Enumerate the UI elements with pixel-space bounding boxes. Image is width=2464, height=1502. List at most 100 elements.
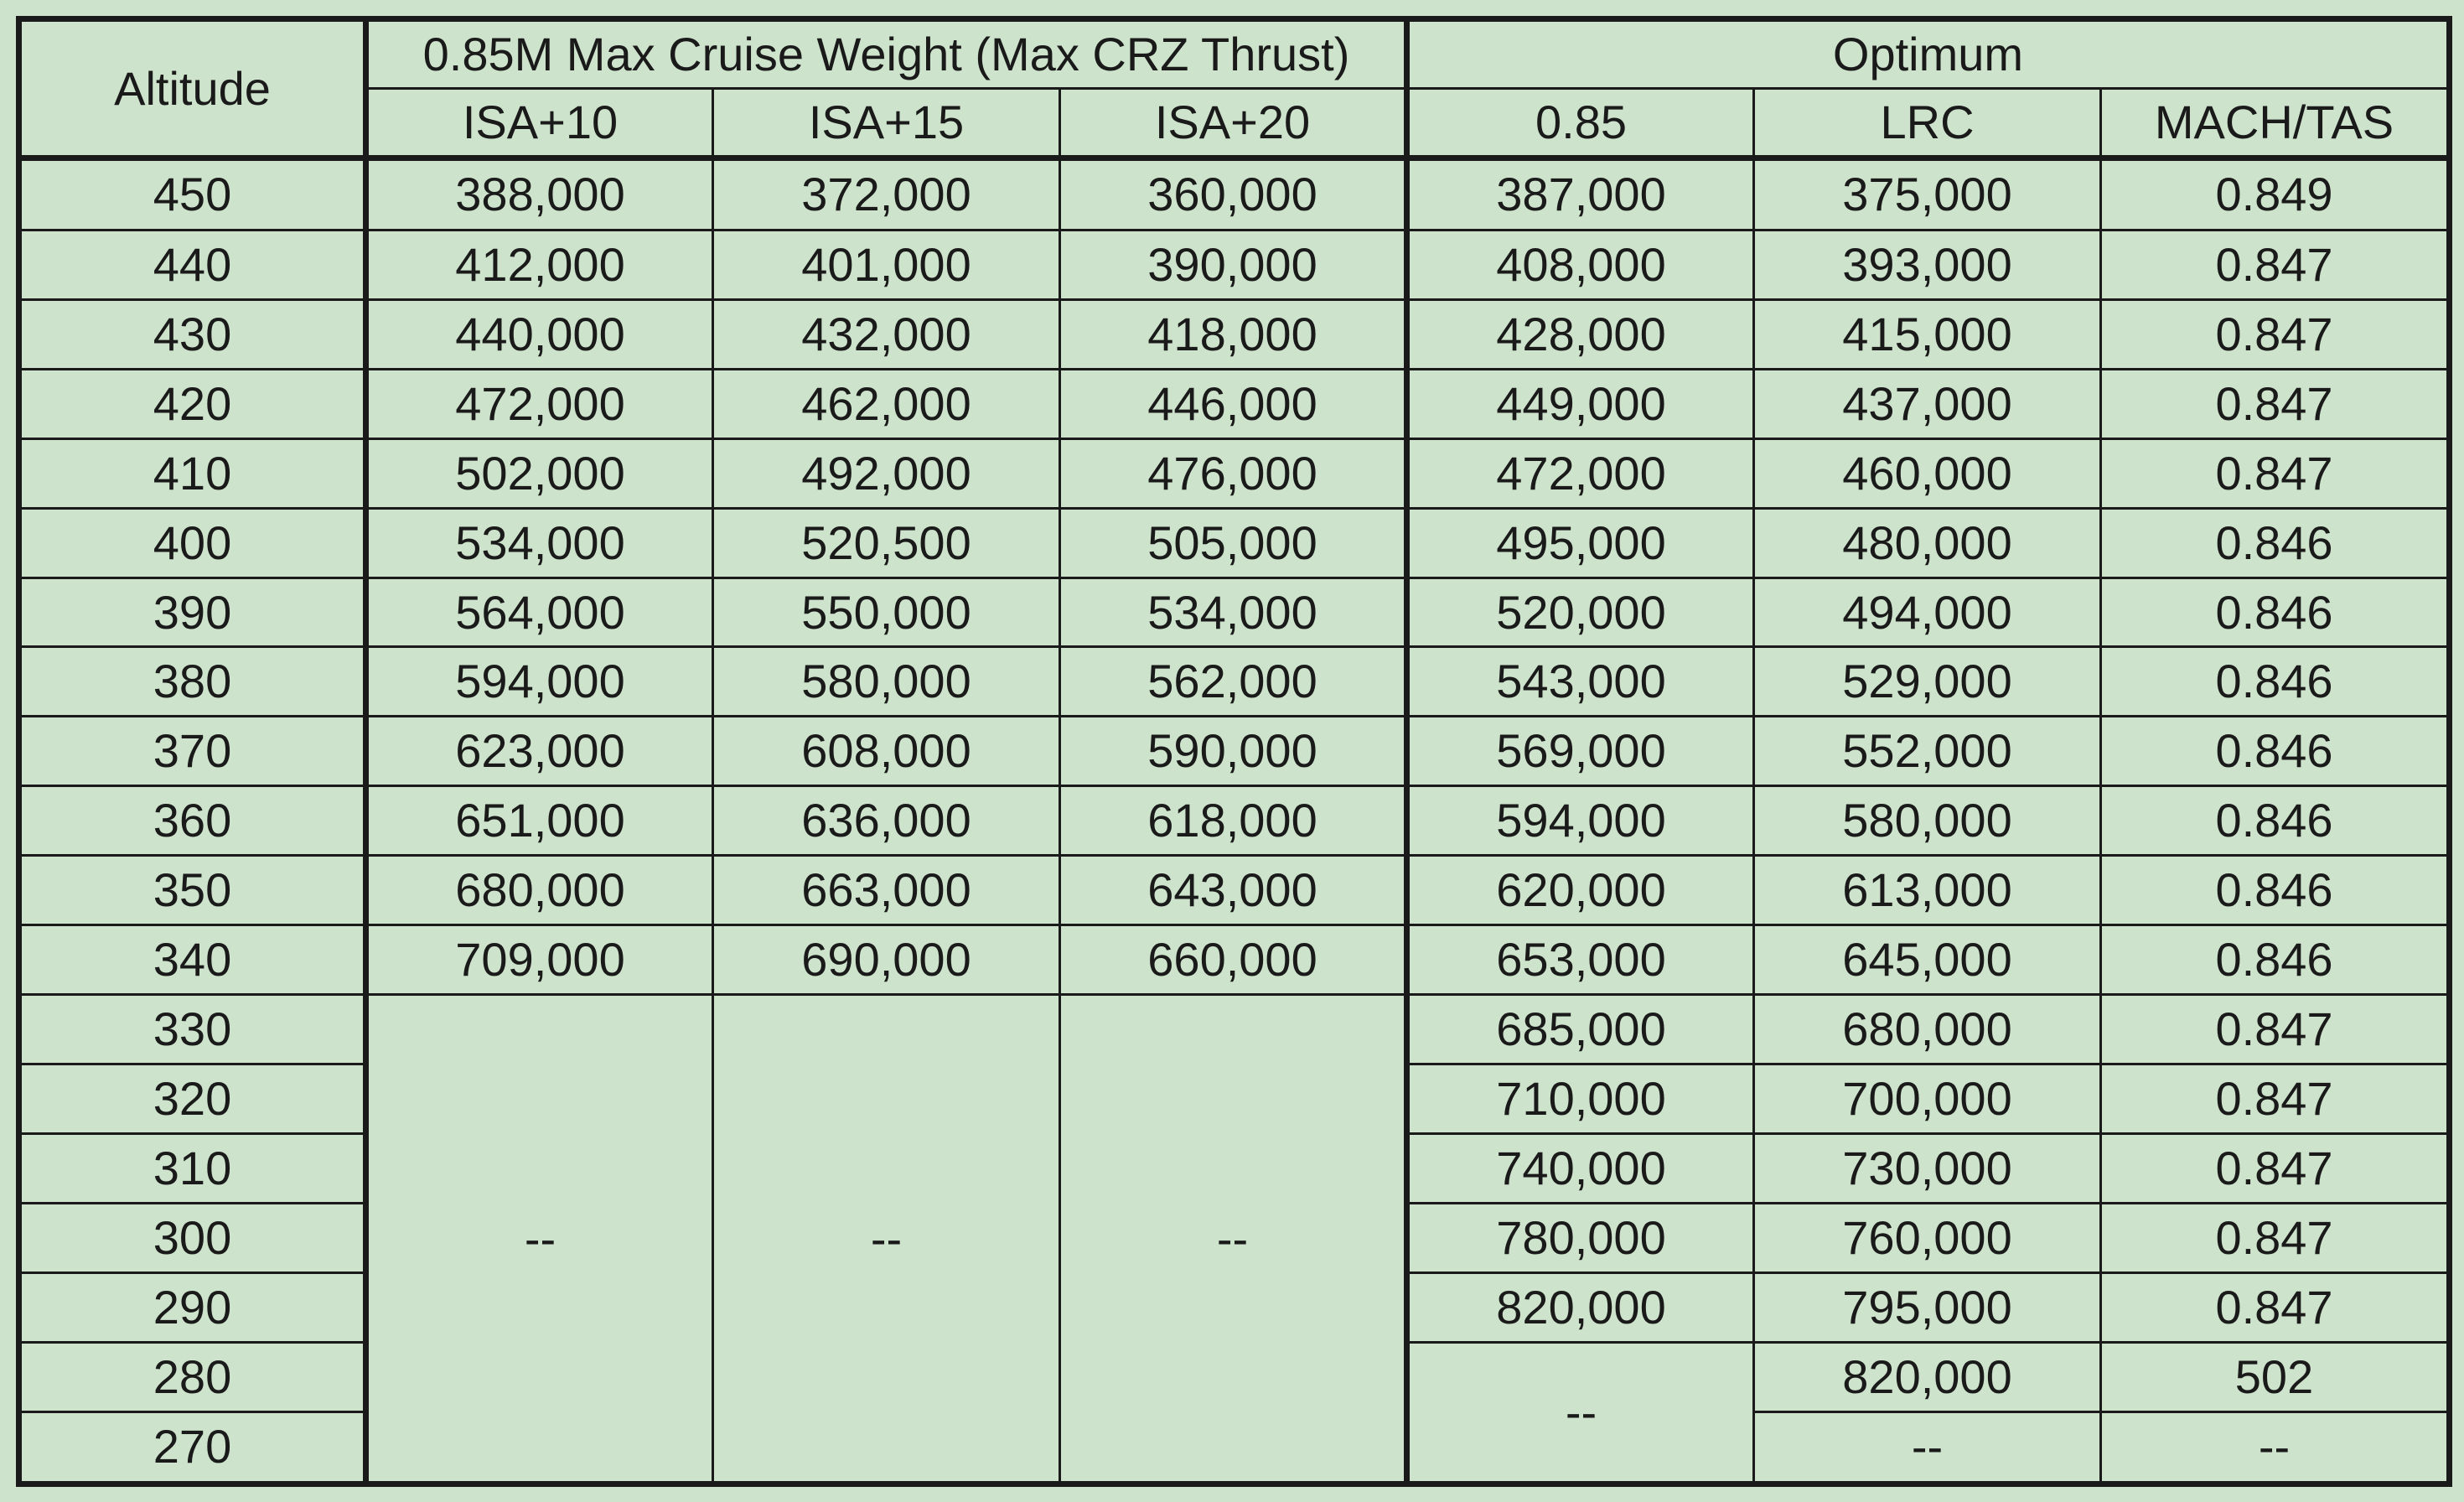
altitude-header: Altitude	[16, 16, 369, 161]
isa20-merged-dash-cell: --	[1059, 993, 1410, 1487]
mach-tas-cell: 0.849	[2099, 157, 2453, 231]
isa20-cell: 446,000	[1059, 367, 1410, 440]
table-row: 410 502,000 492,000 476,000 472,000 460,…	[16, 437, 2453, 510]
table-row: 280 -- 820,000 502	[16, 1341, 2453, 1487]
mach-tas-cell: 0.847	[2099, 993, 2453, 1066]
mach-tas-cell: 0.847	[2099, 1063, 2453, 1136]
isa20-cell: 618,000	[1059, 785, 1410, 857]
lrc-cell: 415,000	[1752, 298, 2102, 370]
altitude-cell: 380	[16, 645, 369, 718]
isa10-cell: 564,000	[365, 576, 714, 649]
altitude-cell: 350	[16, 854, 369, 927]
isa20-cell: 418,000	[1059, 298, 1410, 370]
isa10-cell: 440,000	[365, 298, 714, 370]
table-row: 310 740,000 730,000 0.847	[16, 1132, 2453, 1205]
lrc-cell: 460,000	[1752, 437, 2102, 510]
lrc-cell: 393,000	[1752, 228, 2102, 301]
optimum-085-cell: 620,000	[1405, 854, 1755, 927]
isa15-cell: 608,000	[712, 715, 1061, 788]
isa10-cell: 623,000	[365, 715, 714, 788]
isa20-cell: 390,000	[1059, 228, 1410, 301]
table-row: 420 472,000 462,000 446,000 449,000 437,…	[16, 367, 2453, 440]
optimum-085-header: 0.85	[1405, 87, 1755, 161]
mach-tas-cell: 0.846	[2099, 506, 2453, 579]
mach-tas-cell: 0.847	[2099, 298, 2453, 370]
isa20-cell: 534,000	[1059, 576, 1410, 649]
lrc-cell: 613,000	[1752, 854, 2102, 927]
mach-tas-cell: 0.846	[2099, 715, 2453, 788]
lrc-cell: 820,000	[1752, 1341, 2102, 1413]
table-row: 350 680,000 663,000 643,000 620,000 613,…	[16, 854, 2453, 927]
lrc-cell: 552,000	[1752, 715, 2102, 788]
mach-tas-cell: 0.846	[2099, 924, 2453, 997]
lrc-cell: 700,000	[1752, 1063, 2102, 1136]
optimum-085-cell: 594,000	[1405, 785, 1755, 857]
altitude-cell: 420	[16, 367, 369, 440]
mach-tas-cell: 0.847	[2099, 1272, 2453, 1344]
optimum-085-merged-dash-cell: --	[1405, 1341, 1755, 1487]
altitude-cell: 450	[16, 157, 369, 231]
lrc-cell: 494,000	[1752, 576, 2102, 649]
optimum-085-cell: 387,000	[1405, 157, 1755, 231]
isa15-cell: 372,000	[712, 157, 1061, 231]
cruise-weight-table: Altitude 0.85M Max Cruise Weight (Max CR…	[16, 16, 2453, 1488]
table-row: 390 564,000 550,000 534,000 520,000 494,…	[16, 576, 2453, 649]
isa10-cell: 412,000	[365, 228, 714, 301]
optimum-085-cell: 495,000	[1405, 506, 1755, 579]
mach-tas-cell: 0.847	[2099, 437, 2453, 510]
lrc-cell: 760,000	[1752, 1202, 2102, 1275]
isa20-header: ISA+20	[1059, 87, 1410, 161]
mach-tas-cell: 0.846	[2099, 854, 2453, 927]
lrc-cell: 375,000	[1752, 157, 2102, 231]
altitude-cell: 360	[16, 785, 369, 857]
isa10-cell: 502,000	[365, 437, 714, 510]
isa10-cell: 534,000	[365, 506, 714, 579]
table-row: 380 594,000 580,000 562,000 543,000 529,…	[16, 645, 2453, 718]
optimum-085-cell: 569,000	[1405, 715, 1755, 788]
mach-tas-cell: --	[2099, 1410, 2453, 1488]
mach-tas-cell: 502	[2099, 1341, 2453, 1413]
altitude-cell: 280	[16, 1341, 369, 1413]
table-row: 440 412,000 401,000 390,000 408,000 393,…	[16, 228, 2453, 301]
optimum-085-cell: 543,000	[1405, 645, 1755, 718]
optimum-085-cell: 685,000	[1405, 993, 1755, 1066]
table-row: 270 -- --	[16, 1410, 2453, 1488]
isa20-cell: 360,000	[1059, 157, 1410, 231]
optimum-085-cell: 408,000	[1405, 228, 1755, 301]
max-cruise-weight-group-header: 0.85M Max Cruise Weight (Max CRZ Thrust)	[365, 16, 1410, 90]
optimum-085-cell: 710,000	[1405, 1063, 1755, 1136]
altitude-cell: 410	[16, 437, 369, 510]
isa15-cell: 550,000	[712, 576, 1061, 649]
optimum-085-cell: 449,000	[1405, 367, 1755, 440]
isa10-cell: 388,000	[365, 157, 714, 231]
optimum-085-cell: 740,000	[1405, 1132, 1755, 1205]
mach-tas-cell: 0.846	[2099, 576, 2453, 649]
table-row: 330 -- -- -- 685,000 680,000 0.847	[16, 993, 2453, 1487]
mach-tas-cell: 0.847	[2099, 1202, 2453, 1275]
table-row: 450 388,000 372,000 360,000 387,000 375,…	[16, 157, 2453, 231]
mach-tas-cell: 0.846	[2099, 645, 2453, 718]
header-row-group: Altitude 0.85M Max Cruise Weight (Max CR…	[16, 16, 2453, 161]
isa15-merged-dash-cell: --	[712, 993, 1061, 1487]
isa20-cell: 562,000	[1059, 645, 1410, 718]
lrc-cell: --	[1752, 1410, 2102, 1488]
altitude-cell: 440	[16, 228, 369, 301]
table-row: 300 780,000 760,000 0.847	[16, 1202, 2453, 1275]
altitude-cell: 290	[16, 1272, 369, 1344]
table-row: 290 820,000 795,000 0.847	[16, 1272, 2453, 1344]
lrc-cell: 645,000	[1752, 924, 2102, 997]
lrc-header: LRC	[1752, 87, 2102, 161]
isa15-cell: 462,000	[712, 367, 1061, 440]
altitude-cell: 300	[16, 1202, 369, 1275]
lrc-cell: 529,000	[1752, 645, 2102, 718]
lrc-cell: 580,000	[1752, 785, 2102, 857]
optimum-085-cell: 520,000	[1405, 576, 1755, 649]
optimum-085-cell: 780,000	[1405, 1202, 1755, 1275]
isa20-cell: 590,000	[1059, 715, 1410, 788]
table-row: 430 440,000 432,000 418,000 428,000 415,…	[16, 298, 2453, 370]
altitude-cell: 310	[16, 1132, 369, 1205]
altitude-cell: 370	[16, 715, 369, 788]
lrc-cell: 437,000	[1752, 367, 2102, 440]
isa10-cell: 680,000	[365, 854, 714, 927]
mach-tas-cell: 0.847	[2099, 228, 2453, 301]
